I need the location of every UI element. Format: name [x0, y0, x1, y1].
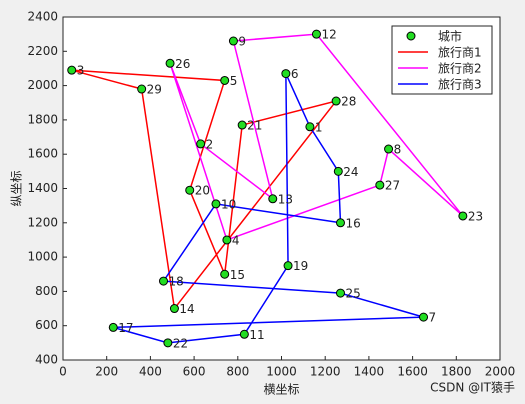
- city-point: [375, 180, 385, 190]
- city-label: 3: [77, 64, 85, 78]
- y-tick-label: 1800: [27, 112, 58, 126]
- x-tick-label: 2000: [485, 365, 516, 379]
- city-label: 4: [232, 233, 240, 247]
- city-label: 26: [175, 57, 190, 71]
- y-tick-label: 600: [35, 318, 58, 332]
- legend-label: 旅行商1: [438, 45, 482, 60]
- y-tick-label: 800: [35, 284, 58, 298]
- city-label: 1: [315, 120, 323, 134]
- y-tick-label: 1600: [27, 147, 58, 161]
- x-axis-label: 横坐标: [263, 383, 299, 397]
- y-axis-label: 纵坐标: [10, 170, 24, 206]
- city-label: 28: [341, 95, 356, 109]
- city-point: [185, 185, 195, 195]
- watermark: CSDN @IT猿手: [430, 380, 515, 395]
- x-tick-label: 400: [139, 365, 162, 379]
- y-tick-label: 2000: [27, 78, 58, 92]
- x-tick-label: 1600: [397, 365, 428, 379]
- x-tick-label: 1000: [266, 365, 297, 379]
- y-tick-label: 1000: [27, 250, 58, 264]
- city-label: 5: [230, 74, 238, 88]
- city-label: 12: [321, 28, 336, 42]
- legend-label: 旅行商2: [438, 61, 482, 76]
- city-point: [137, 84, 147, 94]
- city-point: [281, 69, 291, 79]
- city-label: 20: [195, 184, 210, 198]
- city-label: 6: [291, 67, 299, 81]
- city-label: 24: [343, 165, 358, 179]
- city-label: 8: [394, 143, 402, 157]
- city-point: [237, 120, 247, 130]
- city-label: 17: [118, 321, 133, 335]
- city-point: [228, 36, 238, 46]
- x-tick-label: 200: [95, 365, 118, 379]
- city-label: 13: [278, 192, 293, 206]
- city-label: 18: [169, 275, 184, 289]
- city-point: [331, 96, 341, 106]
- city-point: [220, 269, 230, 279]
- x-tick-label: 600: [183, 365, 206, 379]
- x-tick-label: 1200: [310, 365, 341, 379]
- x-tick-label: 0: [59, 365, 67, 379]
- x-tick-label: 800: [226, 365, 249, 379]
- city-point: [333, 166, 343, 176]
- legend-label: 城市: [438, 29, 462, 44]
- city-point: [419, 312, 429, 322]
- city-label: 11: [249, 328, 264, 342]
- city-label: 9: [238, 35, 246, 49]
- city-label: 27: [385, 179, 400, 193]
- city-point: [165, 58, 175, 68]
- city-label: 29: [147, 83, 162, 97]
- city-point: [222, 235, 232, 245]
- city-point: [211, 199, 221, 209]
- y-tick-label: 2200: [27, 44, 58, 58]
- city-label: 25: [345, 287, 360, 301]
- city-point: [67, 65, 77, 75]
- y-tick-label: 400: [35, 353, 58, 367]
- city-point: [384, 144, 394, 154]
- city-point: [163, 338, 173, 348]
- city-label: 14: [179, 302, 194, 316]
- city-point: [305, 122, 315, 132]
- route-line: [169, 33, 464, 241]
- city-point: [335, 288, 345, 298]
- city-point: [268, 194, 278, 204]
- axes-box: [62, 16, 501, 361]
- city-point: [159, 276, 169, 286]
- city-point: [283, 261, 293, 271]
- city-point: [458, 211, 468, 221]
- city-label: 22: [173, 336, 188, 350]
- x-tick-label: 1800: [441, 365, 472, 379]
- city-label: 10: [221, 197, 236, 211]
- city-label: 23: [468, 209, 483, 223]
- y-tick-label: 1200: [27, 215, 58, 229]
- legend-marker: [406, 31, 416, 41]
- city-label: 21: [247, 119, 262, 133]
- city-label: 2: [206, 137, 214, 151]
- city-point: [196, 139, 206, 149]
- city-label: 15: [230, 268, 245, 282]
- legend-label: 旅行商3: [438, 77, 482, 92]
- city-label: 19: [293, 259, 308, 273]
- y-tick-label: 1400: [27, 181, 58, 195]
- city-label: 7: [429, 311, 437, 325]
- x-tick-label: 1400: [354, 365, 385, 379]
- city-point: [220, 75, 230, 85]
- city-point: [311, 29, 321, 39]
- city-point: [335, 218, 345, 228]
- city-label: 16: [345, 216, 360, 230]
- city-point: [169, 304, 179, 314]
- city-point: [239, 329, 249, 339]
- y-tick-label: 2400: [27, 10, 58, 24]
- city-point: [108, 322, 118, 332]
